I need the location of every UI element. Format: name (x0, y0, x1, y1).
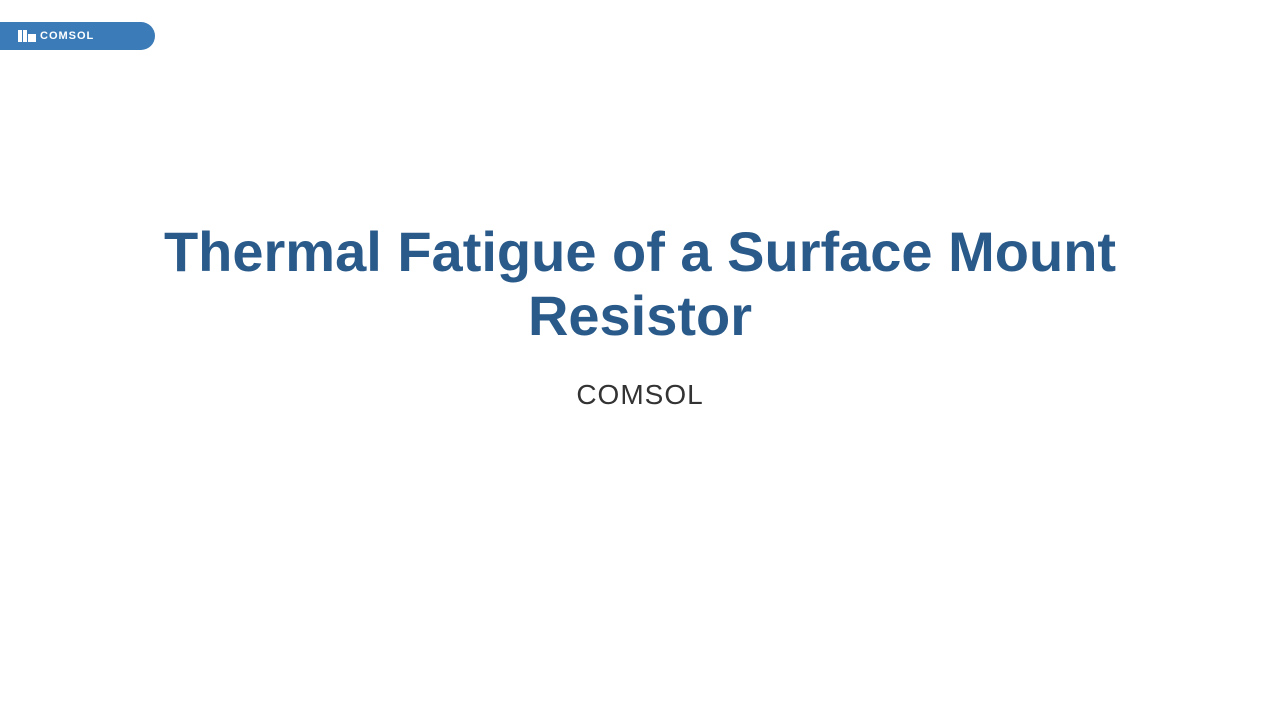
comsol-logo-icon (18, 30, 36, 42)
slide-subtitle: COMSOL (60, 379, 1220, 411)
logo-brand-text: COMSOL (40, 30, 94, 42)
logo-tab: COMSOL (0, 22, 155, 50)
slide-title: Thermal Fatigue of a Surface Mount Resis… (60, 220, 1220, 349)
slide-content: Thermal Fatigue of a Surface Mount Resis… (0, 220, 1280, 411)
